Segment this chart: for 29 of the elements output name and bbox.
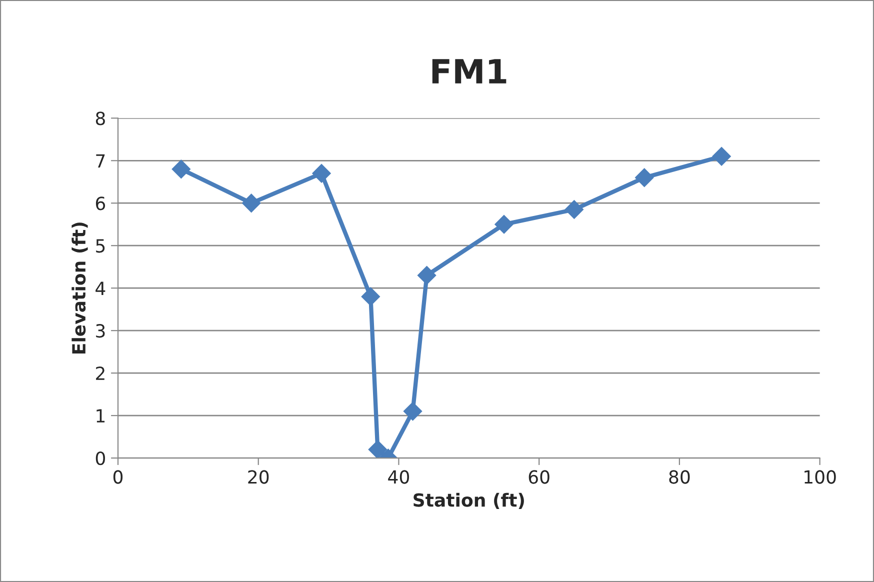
- y-tick-label: 4: [96, 282, 106, 295]
- chart-title: FM1: [432, 59, 506, 84]
- y-tick-label: 6: [96, 196, 106, 210]
- point: [312, 164, 331, 183]
- point: [403, 402, 422, 421]
- point: [172, 160, 191, 178]
- point: [712, 147, 731, 166]
- point: [494, 215, 514, 234]
- x-tick-label: 80: [669, 470, 690, 484]
- point: [361, 287, 380, 306]
- y-tick-label: 7: [96, 154, 105, 168]
- x-axis-title: Station (ft): [414, 492, 524, 509]
- point: [242, 194, 261, 212]
- point: [368, 440, 388, 458]
- y-axis-title: Elevation (ft): [72, 222, 88, 354]
- x-tick-label: 0: [113, 470, 123, 484]
- y-tick-label: 3: [96, 324, 105, 338]
- point: [417, 266, 436, 285]
- y-tick-label: 5: [96, 239, 105, 253]
- y-tick-label: 8: [96, 112, 105, 126]
- y-tick-label: 1: [96, 409, 105, 422]
- point: [635, 168, 654, 187]
- point: [564, 200, 584, 219]
- y-tick-label: 0: [96, 451, 105, 466]
- x-tick-label: 100: [804, 470, 836, 484]
- y-tick-label: 2: [96, 366, 104, 380]
- x-tick-label: 20: [248, 470, 269, 484]
- x-tick-label: 40: [388, 470, 410, 484]
- x-tick-label: 60: [528, 470, 550, 484]
